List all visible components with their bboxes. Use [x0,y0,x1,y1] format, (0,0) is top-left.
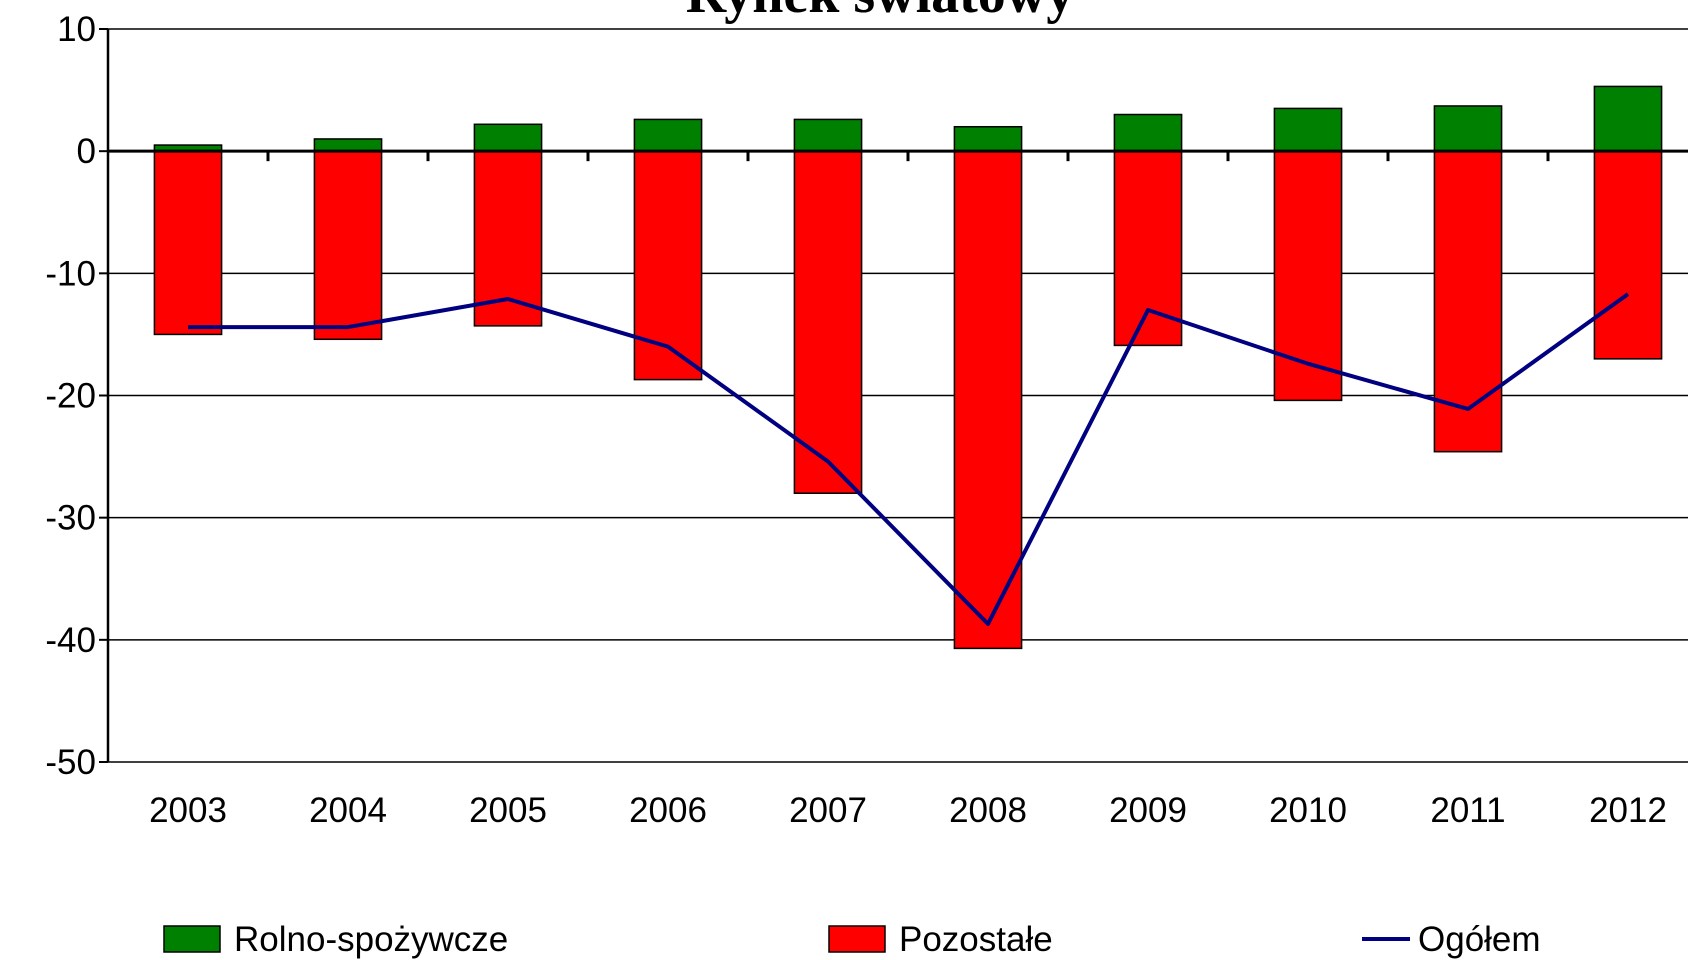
x-tick-label: 2007 [789,791,867,830]
legend-label: Rolno-spożywcze [234,920,508,959]
bar [1273,150,1343,402]
x-tick-label: 2003 [149,791,227,830]
y-tick-label: -20 [45,377,96,416]
y-tick-label: -40 [45,621,96,660]
bar [793,150,863,494]
y-tick-label: -50 [45,743,96,782]
x-tick-label: 2005 [469,791,547,830]
x-tick-label: 2004 [309,791,387,830]
x-tick-label: 2006 [629,791,707,830]
y-tick-label: -30 [45,499,96,538]
legend-swatch [163,925,221,953]
bar [1113,113,1183,152]
y-tick-label: 10 [57,10,96,49]
bar [953,125,1023,152]
y-tick-label: -10 [45,254,96,293]
x-tick-label: 2010 [1269,791,1347,830]
bar [473,123,543,152]
line-series [188,292,1630,626]
y-tick-label: 0 [77,132,96,171]
bar [1593,150,1663,360]
bar [153,150,223,336]
bar [313,138,383,152]
bar [1273,107,1343,152]
bar [633,118,703,152]
bar [1593,85,1663,152]
bar [1433,105,1503,152]
x-tick-label: 2012 [1589,791,1667,830]
legend-label: Ogółem [1418,920,1541,959]
bar [473,150,543,327]
x-tick-label: 2009 [1109,791,1187,830]
legend-label: Pozostałe [899,920,1053,959]
legend-swatch [828,925,886,953]
bar [313,150,383,341]
x-tick-label: 2011 [1430,791,1505,830]
bar [953,150,1023,650]
chart-title: Rynek światowy [686,0,1075,25]
x-tick-label: 2008 [949,791,1027,830]
bar [793,118,863,152]
